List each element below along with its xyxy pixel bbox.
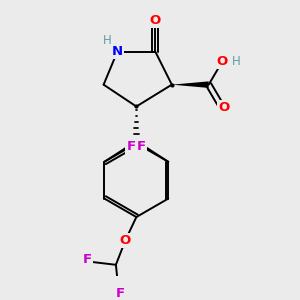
Text: F: F — [116, 287, 124, 300]
Text: F: F — [83, 253, 92, 266]
Text: O: O — [120, 234, 131, 247]
Text: O: O — [217, 55, 228, 68]
Text: H: H — [232, 55, 241, 68]
Text: H: H — [103, 34, 111, 47]
Text: O: O — [218, 101, 229, 114]
Text: F: F — [126, 140, 136, 153]
Polygon shape — [172, 81, 209, 88]
Text: N: N — [112, 45, 123, 58]
Text: O: O — [150, 14, 161, 27]
Text: F: F — [137, 140, 146, 153]
